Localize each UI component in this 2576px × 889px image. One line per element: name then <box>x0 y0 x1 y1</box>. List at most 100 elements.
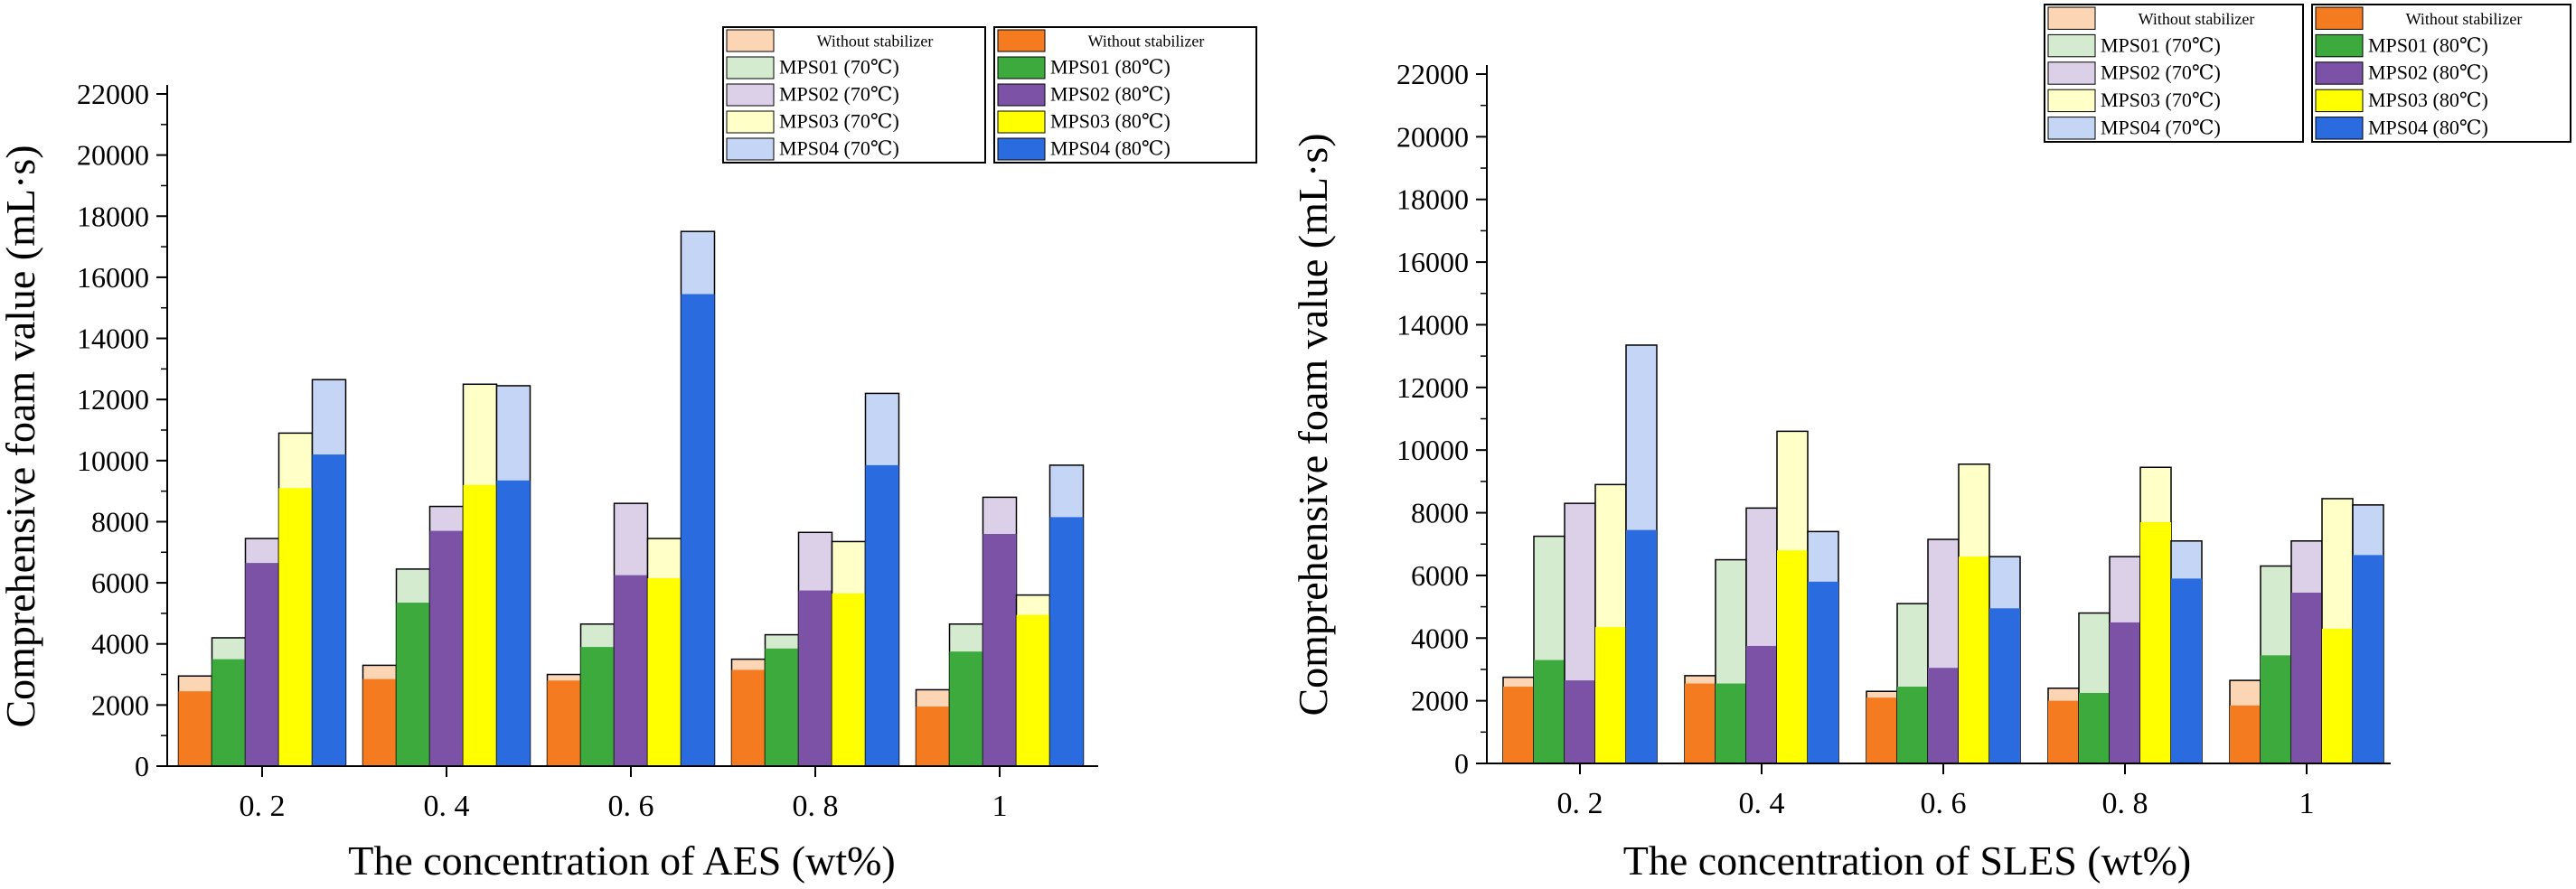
aes-x-tick-label: 1 <box>992 790 1008 823</box>
aes-bar-mps04-80-4 <box>865 464 899 766</box>
sles-y-tick-label: 2000 <box>1411 685 1469 717</box>
aes-legend-80-label-mps02: MPS02 (80℃) <box>1050 83 1170 106</box>
sles-x-tick-label: 0. 6 <box>1921 787 1967 820</box>
aes-y-tick-label: 20000 <box>77 139 149 172</box>
sles-legend-80-swatch-mps03 <box>2315 89 2364 113</box>
aes-y-tick-label: 0 <box>135 750 149 782</box>
sles-legend-70-label-without: Without stabilizer <box>2139 10 2255 28</box>
aes-legend-80-swatch-mps03 <box>997 110 1046 134</box>
aes-legend-70-label-without: Without stabilizer <box>817 33 934 51</box>
aes-bar-mps03-80-3 <box>647 578 682 766</box>
sles-y-tick-label: 22000 <box>1396 58 1469 90</box>
sles-legend-70-label-mps04: MPS04 (70℃) <box>2101 116 2221 138</box>
sles-legend: Without stabilizer MPS01 (70℃) MPS02 (70℃)… <box>2044 4 2571 143</box>
aes-chart: Comprehensive foam value (mL·s) The conc… <box>0 26 1257 884</box>
sles-bar-without-80-2 <box>1685 683 1716 763</box>
aes-bar-mps02-80-3 <box>614 575 648 766</box>
sles-bar-mps04-80-5 <box>2353 555 2383 763</box>
aes-legend-70: Without stabilizer MPS01 (70℃) MPS02 (70℃)… <box>722 26 986 164</box>
sles-bar-mps04-80-1 <box>1626 529 1657 763</box>
sles-y-tick-label: 12000 <box>1396 371 1469 404</box>
aes-legend-80-label-without: Without stabilizer <box>1088 33 1205 51</box>
aes-y-tick-label: 14000 <box>77 323 149 355</box>
aes-legend-70-swatch-without <box>726 29 775 52</box>
sles-legend-80-swatch-mps01 <box>2315 33 2364 58</box>
sles-y-tick-label: 8000 <box>1411 497 1469 529</box>
sles-legend-70-swatch-without <box>2047 6 2096 30</box>
sles-bar-mps03-80-2 <box>1777 550 1808 763</box>
aes-legend-80-swatch-mps02 <box>997 83 1046 107</box>
aes-y-tick-label: 18000 <box>77 200 149 232</box>
sles-bar-without-80-1 <box>1503 687 1534 763</box>
sles-bar-without-80-3 <box>1866 697 1897 763</box>
aes-y-tick-label: 16000 <box>77 261 149 294</box>
aes-bars <box>177 230 1085 767</box>
aes-x-axis-title: The concentration of AES (wt%) <box>348 838 895 884</box>
aes-x-tick-label: 0. 8 <box>793 790 839 823</box>
aes-y-axis-title: Comprehensive foam value (mL·s) <box>0 145 43 727</box>
sles-y-tick-label: 0 <box>1454 747 1469 780</box>
aes-y-tick-label: 6000 <box>91 566 149 599</box>
sles-bar-mps02-80-4 <box>2110 622 2140 763</box>
aes-bar-mps04-80-3 <box>681 294 715 766</box>
sles-legend-80-swatch-mps04 <box>2315 117 2364 140</box>
aes-legend-70-label-mps03: MPS03 (70℃) <box>779 110 899 133</box>
sles-y-tick-label: 16000 <box>1396 246 1469 278</box>
aes-y-tick-label: 22000 <box>77 78 149 110</box>
aes-bar-mps03-80-5 <box>1016 614 1050 766</box>
sles-legend-70-label-mps01: MPS01 (70℃) <box>2101 33 2221 56</box>
sles-bar-mps03-80-3 <box>1959 557 1989 763</box>
sles-y-tick-label: 20000 <box>1396 120 1469 153</box>
sles-legend-70-label-mps03: MPS03 (70℃) <box>2101 89 2221 111</box>
aes-legend-80-swatch-mps04 <box>997 137 1046 161</box>
sles-x-tick-label: 0. 8 <box>2102 787 2148 820</box>
aes-legend-70-label-mps04: MPS04 (70℃) <box>779 137 899 160</box>
aes-bar-mps01-80-3 <box>580 647 615 766</box>
aes-axes: 0 2000 4000 6000 8000 10000 12000 14000 16000 180… <box>77 78 1098 823</box>
aes-bar-mps04-80-5 <box>1049 517 1084 766</box>
aes-legend-80-label-mps04: MPS04 (80℃) <box>1050 137 1170 160</box>
aes-bar-mps01-80-2 <box>396 603 430 766</box>
aes-bar-mps03-80-1 <box>278 488 313 766</box>
aes-x-tick-label: 0. 2 <box>240 790 286 823</box>
aes-legend-70-swatch-mps03 <box>726 110 775 134</box>
aes-legend-70-swatch-mps02 <box>726 83 775 107</box>
aes-bar-mps01-80-4 <box>765 648 799 766</box>
aes-bar-without-80-3 <box>547 680 581 766</box>
aes-x-tick-label: 0. 6 <box>608 790 654 823</box>
aes-bar-mps02-80-2 <box>429 530 464 766</box>
sles-bar-mps03-80-1 <box>1595 627 1626 763</box>
sles-bar-mps01-80-1 <box>1534 660 1565 763</box>
aes-bar-without-80-4 <box>731 669 766 766</box>
aes-x-tick-label: 0. 4 <box>424 790 470 823</box>
aes-legend-80-swatch-mps01 <box>997 56 1046 80</box>
sles-y-tick-label: 4000 <box>1411 622 1469 654</box>
sles-legend-70-label-mps02: MPS02 (70℃) <box>2101 61 2221 84</box>
sles-x-tick-label: 0. 2 <box>1557 787 1603 820</box>
sles-bar-mps04-80-3 <box>1989 608 2020 763</box>
sles-legend-80: Without stabilizer MPS01 (80℃) MPS02 (80℃)… <box>2311 4 2571 143</box>
sles-legend-70-swatch-mps01 <box>2047 33 2096 58</box>
sles-legend-80-swatch-without <box>2315 6 2364 30</box>
sles-x-tick-label: 0. 4 <box>1739 787 1785 820</box>
aes-bar-without-80-5 <box>916 707 950 766</box>
sles-y-tick-label: 18000 <box>1396 183 1469 216</box>
aes-y-tick-label: 12000 <box>77 383 149 416</box>
aes-legend-70-label-mps01: MPS01 (70℃) <box>779 56 899 79</box>
aes-bar-without-80-2 <box>362 678 397 766</box>
sles-legend-80-label-mps02: MPS02 (80℃) <box>2368 61 2488 84</box>
aes-bar-mps01-80-5 <box>949 651 983 766</box>
aes-y-tick-label: 10000 <box>77 444 149 477</box>
sles-legend-80-label-mps03: MPS03 (80℃) <box>2368 89 2488 111</box>
aes-bar-mps01-80-1 <box>212 659 246 766</box>
sles-bar-mps02-80-5 <box>2291 592 2322 763</box>
sles-legend-70-swatch-mps02 <box>2047 61 2096 85</box>
sles-bar-mps01-80-3 <box>1897 687 1928 763</box>
sles-x-tick-label: 1 <box>2299 787 2315 820</box>
aes-bar-mps03-80-4 <box>832 593 866 766</box>
sles-y-tick-label: 6000 <box>1411 559 1469 592</box>
aes-bar-mps02-80-1 <box>245 563 279 766</box>
sles-legend-80-label-without: Without stabilizer <box>2406 10 2523 28</box>
sles-bar-mps04-80-2 <box>1808 581 1838 763</box>
